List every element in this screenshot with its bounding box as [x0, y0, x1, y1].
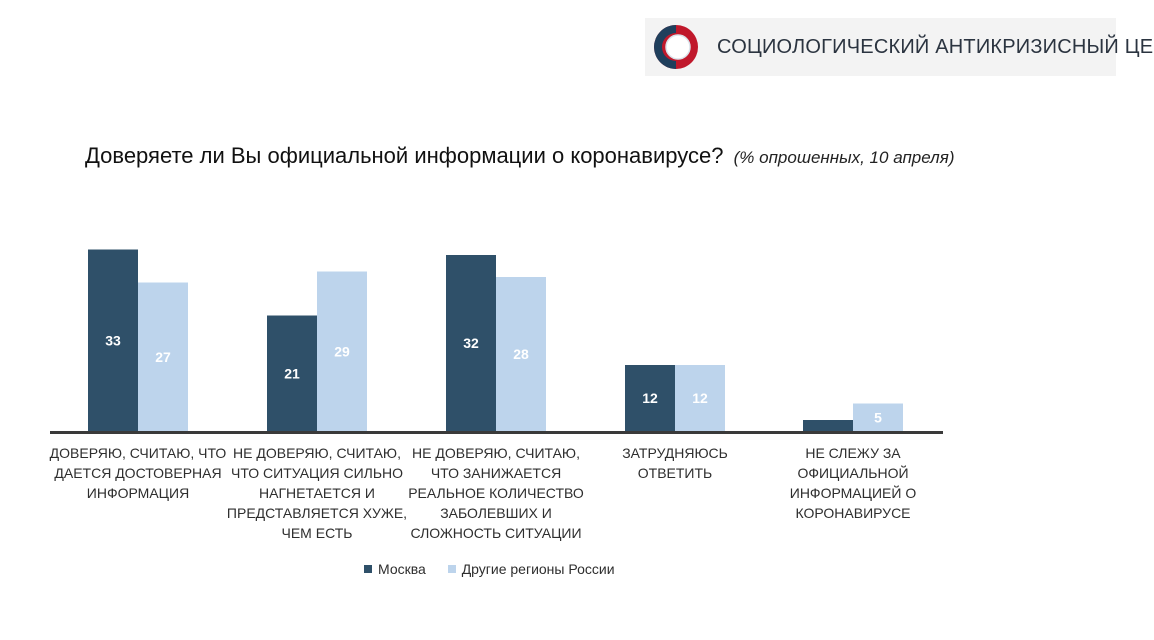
category-label-4: НЕ СЛЕЖУ ЗА ОФИЦИАЛЬНОЙ ИНФОРМАЦИЕЙ О КО… [789, 445, 917, 521]
legend-item-moscow: Москва [364, 561, 426, 577]
bar-series0-cat0 [88, 249, 138, 431]
chart-title: Доверяете ли Вы официальной информации о… [85, 143, 955, 169]
legend-item-regions: Другие регионы России [447, 561, 615, 577]
data-label-series1-cat4: 5 [874, 409, 882, 425]
bar-series0-cat2 [446, 255, 496, 431]
legend-swatch-moscow [364, 565, 372, 573]
chart-subtitle: (% опрошенных, 10 апреля) [733, 148, 955, 167]
data-label-series1-cat2: 28 [513, 346, 529, 362]
legend-label-moscow: Москва [378, 561, 426, 577]
category-label-1: НЕ ДОВЕРЯЮ, СЧИТАЮ, ЧТО СИТУАЦИЯ СИЛЬНО … [226, 445, 408, 541]
category-label-2: НЕ ДОВЕРЯЮ, СЧИТАЮ, ЧТО ЗАНИЖАЕТСЯ РЕАЛЬ… [408, 445, 584, 541]
category-label-3: ЗАТРУДНЯЮСЬ ОТВЕТИТЬ [622, 445, 728, 481]
bar-series1-cat2 [496, 277, 546, 431]
bar-series0-cat3 [625, 365, 675, 431]
data-label-series1-cat3: 12 [692, 390, 708, 406]
bar-series1-cat0 [138, 282, 188, 431]
logo-text: СОЦИОЛОГИЧЕСКИЙ АНТИКРИЗИСНЫЙ ЦЕНТР [717, 36, 1154, 58]
bar-series0-cat4 [803, 420, 853, 431]
legend: Москва Другие регионы России [364, 561, 633, 577]
data-label-series0-cat3: 12 [642, 390, 658, 406]
legend-label-regions: Другие регионы России [461, 561, 615, 577]
data-label-series0-cat2: 32 [463, 335, 479, 351]
bar-series0-cat1 [267, 315, 317, 431]
logo-ring-icon [654, 25, 698, 69]
data-label-series1-cat0: 27 [155, 349, 171, 365]
bar-series1-cat4 [853, 403, 903, 431]
bar-series1-cat1 [317, 271, 367, 431]
data-label-series1-cat1: 29 [334, 343, 350, 359]
category-label-0: ДОВЕРЯЮ, СЧИТАЮ, ЧТО ДАЕТСЯ ДОСТОВЕРНАЯ … [49, 445, 227, 501]
legend-swatch-regions [447, 565, 456, 573]
chart-title-main: Доверяете ли Вы официальной информации о… [85, 143, 724, 168]
logo: СОЦИОЛОГИЧЕСКИЙ АНТИКРИЗИСНЫЙ ЦЕНТР [645, 18, 1154, 76]
bar-series1-cat3 [675, 365, 725, 431]
data-label-series0-cat1: 21 [284, 365, 300, 381]
data-label-series0-cat0: 33 [105, 332, 121, 348]
